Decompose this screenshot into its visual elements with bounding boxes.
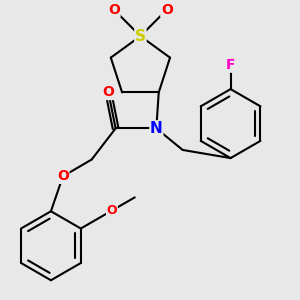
Text: S: S xyxy=(135,28,146,44)
Text: O: O xyxy=(103,85,114,100)
Text: O: O xyxy=(57,169,69,183)
Text: O: O xyxy=(106,204,117,217)
Text: F: F xyxy=(226,58,235,72)
Text: O: O xyxy=(108,3,120,17)
Text: O: O xyxy=(161,3,173,17)
Text: N: N xyxy=(150,121,163,136)
